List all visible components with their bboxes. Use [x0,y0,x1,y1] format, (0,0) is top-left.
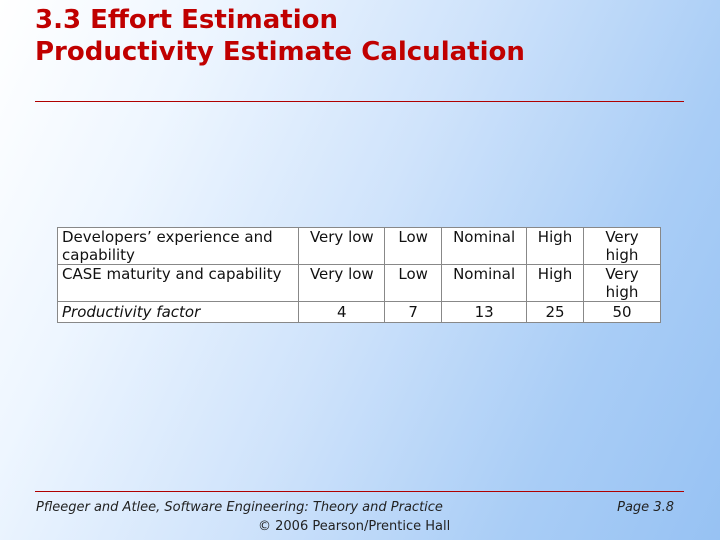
row-label-productivity: Productivity factor [56,301,300,323]
table-cell: Nominal [441,227,528,265]
row-label-developers: Developers’ experience and capability [56,227,300,265]
table-cell: Very high [583,227,661,265]
table-cell: High [526,264,585,302]
table-row-developers: Developers’ experience and capability Ve… [56,227,661,265]
table-row-productivity: Productivity factor 4 7 13 25 50 [56,301,661,323]
table-cell: Very low [298,227,386,265]
table-cell: High [526,227,585,265]
table-cell: Very high [583,264,661,302]
footer-citation: Pfleeger and Atlee, Software Engineering… [36,500,443,515]
slide-title-line-2: Productivity Estimate Calculation [35,37,525,67]
table-cell: Nominal [441,264,528,302]
footer-copyright: © 2006 Pearson/Prentice Hall [258,519,451,534]
table-cell: 4 [298,301,386,323]
slide-title: 3.3 Effort Estimation Productivity Estim… [35,4,525,68]
title-divider [35,101,684,102]
table-cell: 25 [526,301,585,323]
slide-title-line-1: 3.3 Effort Estimation [35,5,339,35]
table-cell: Low [384,264,443,302]
table-cell: 13 [441,301,528,323]
page-number: Page 3.8 [617,500,674,515]
table-cell: 50 [583,301,661,323]
table-cell: 7 [384,301,443,323]
table-cell: Low [384,227,443,265]
table-row-case: CASE maturity and capability Very low Lo… [56,264,661,302]
productivity-table: Developers’ experience and capability Ve… [56,227,661,323]
footer-divider [35,491,684,492]
row-label-case: CASE maturity and capability [56,264,300,302]
table-cell: Very low [298,264,386,302]
